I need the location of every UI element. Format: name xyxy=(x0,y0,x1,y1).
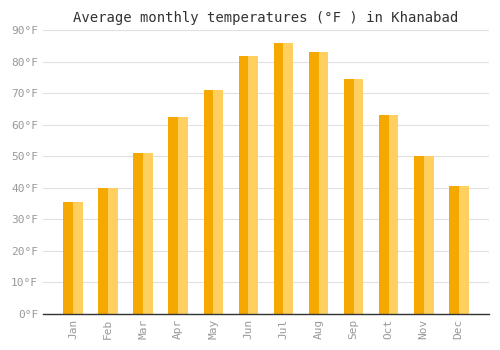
Bar xyxy=(63,202,76,314)
Bar xyxy=(274,43,286,314)
Bar xyxy=(424,156,434,314)
Bar xyxy=(379,116,392,314)
Bar xyxy=(248,56,258,314)
Bar xyxy=(214,90,223,314)
Bar xyxy=(388,116,398,314)
Bar xyxy=(178,117,188,314)
Bar xyxy=(449,186,462,314)
Bar xyxy=(308,52,322,314)
Bar xyxy=(108,188,118,314)
Bar xyxy=(459,186,468,314)
Bar xyxy=(204,90,216,314)
Bar xyxy=(73,202,83,314)
Bar xyxy=(284,43,294,314)
Bar xyxy=(168,117,181,314)
Title: Average monthly temperatures (°F ) in Khanabad: Average monthly temperatures (°F ) in Kh… xyxy=(74,11,458,25)
Bar xyxy=(134,153,146,314)
Bar xyxy=(318,52,328,314)
Bar xyxy=(344,79,356,314)
Bar xyxy=(98,188,111,314)
Bar xyxy=(238,56,251,314)
Bar xyxy=(143,153,153,314)
Bar xyxy=(414,156,426,314)
Bar xyxy=(354,79,364,314)
